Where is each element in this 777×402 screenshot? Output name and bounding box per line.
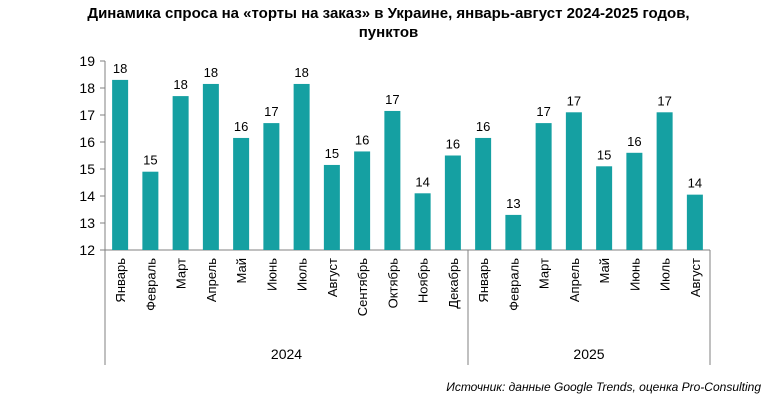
data-label: 18	[113, 61, 127, 76]
x-tick-label: Апрель	[567, 258, 582, 302]
x-tick-label: Апрель	[204, 258, 219, 302]
x-tick-label: Декабрь	[446, 258, 461, 309]
x-tick-label: Июнь	[264, 258, 279, 291]
x-tick-label: Февраль	[506, 258, 521, 311]
data-label: 15	[597, 147, 611, 162]
data-label: 15	[325, 146, 339, 161]
data-label: 17	[657, 93, 671, 108]
x-tick-label: Июнь	[627, 258, 642, 291]
bar	[444, 155, 461, 250]
y-tick-label: 14	[79, 188, 95, 204]
x-tick-label: Август	[688, 258, 703, 297]
bar	[263, 123, 280, 250]
y-tick-label: 19	[79, 53, 95, 69]
bar	[565, 112, 582, 250]
bar	[656, 112, 673, 250]
bar	[686, 194, 703, 250]
bar	[505, 214, 522, 250]
chart-source: Источник: данные Google Trends, оценка P…	[446, 380, 761, 394]
y-tick-label: 17	[79, 107, 95, 123]
bar	[475, 137, 492, 250]
bar	[233, 137, 250, 250]
chart-title-line2: пунктов	[358, 24, 419, 41]
data-label: 18	[294, 65, 308, 80]
bar	[414, 193, 431, 250]
x-tick-label: Май	[234, 258, 249, 283]
y-tick-label: 16	[79, 134, 95, 150]
data-label: 16	[476, 119, 490, 134]
year-label: 2024	[271, 346, 302, 362]
bar	[384, 110, 401, 250]
bar	[535, 123, 552, 250]
x-tick-label: Сентябрь	[355, 258, 370, 316]
data-label: 17	[536, 104, 550, 119]
bar	[172, 96, 189, 250]
bar	[596, 166, 613, 250]
bar	[354, 151, 371, 250]
x-tick-label: Июль	[658, 258, 673, 291]
data-label: 15	[143, 153, 157, 168]
bar	[112, 79, 129, 251]
x-tick-label: Июль	[295, 258, 310, 291]
chart-title: Динамика спроса на «торты на заказ» в Ук…	[0, 4, 777, 42]
year-label: 2025	[573, 346, 604, 362]
bar	[202, 83, 219, 250]
data-label: 18	[173, 77, 187, 92]
x-tick-label: Октябрь	[385, 258, 400, 309]
data-label: 16	[446, 137, 460, 152]
y-tick-label: 13	[79, 215, 95, 231]
x-tick-label: Январь	[476, 258, 491, 303]
data-label: 16	[355, 132, 369, 147]
data-label: 17	[264, 104, 278, 119]
bar	[323, 164, 340, 250]
x-tick-label: Февраль	[143, 258, 158, 311]
data-label: 17	[385, 92, 399, 107]
x-tick-label: Январь	[113, 258, 128, 303]
data-label: 16	[627, 134, 641, 149]
bar	[626, 152, 643, 250]
x-tick-label: Ноябрь	[416, 258, 431, 303]
data-label: 13	[506, 196, 520, 211]
chart-title-line1: Динамика спроса на «торты на заказ» в Ук…	[87, 5, 690, 22]
bar	[142, 171, 159, 250]
x-tick-label: Август	[325, 258, 340, 297]
data-label: 16	[234, 119, 248, 134]
y-tick-label: 18	[79, 80, 95, 96]
data-label: 14	[415, 174, 429, 189]
x-tick-label: Март	[174, 258, 189, 289]
x-tick-label: Май	[597, 258, 612, 283]
y-tick-label: 12	[79, 242, 95, 258]
x-tick-label: Март	[537, 258, 552, 289]
bar	[293, 83, 310, 250]
y-tick-label: 15	[79, 161, 95, 177]
data-label: 18	[204, 65, 218, 80]
data-label: 14	[688, 176, 702, 191]
data-label: 17	[567, 93, 581, 108]
